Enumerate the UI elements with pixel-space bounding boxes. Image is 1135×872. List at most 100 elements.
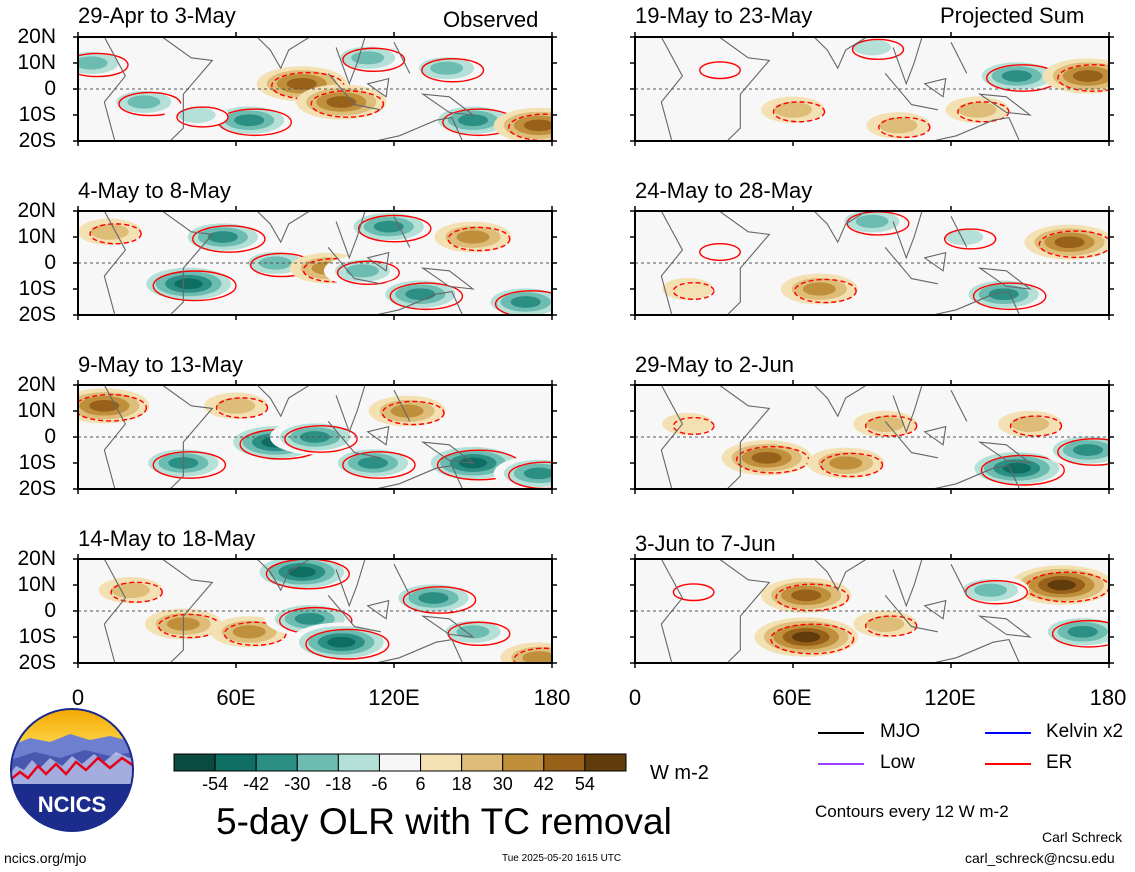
er-contour: [878, 116, 931, 139]
y-tick-label: 10S: [18, 625, 56, 648]
anomaly-blob: [523, 119, 552, 132]
anomaly-blob: [791, 589, 822, 602]
x-tick-right-0: 0: [628, 685, 642, 710]
legend-line-kelvin: [985, 732, 1031, 734]
anomaly-blob: [866, 416, 905, 432]
er-contour: [513, 647, 552, 663]
anomaly-blob: [958, 101, 997, 118]
anomaly-blob: [287, 566, 316, 578]
anomaly-blob: [662, 579, 713, 602]
panel-title-2: 4-May to 8-May: [78, 178, 231, 203]
er-contour: [78, 393, 148, 422]
panel-title-1: 29-Apr to 3-May: [78, 3, 236, 28]
colorbar-swatch: [584, 753, 627, 772]
anomaly-blob: [286, 77, 317, 90]
anomaly-blob: [1001, 70, 1032, 82]
er-contour: [78, 52, 129, 78]
main-title: 5-day OLR with TC removal: [216, 801, 672, 842]
panel-title-7: 29-May to 2-Jun: [635, 352, 794, 377]
anomaly-blob: [974, 583, 1007, 597]
anomaly-blob: [510, 296, 541, 308]
anomaly-blob: [111, 582, 150, 599]
y-tick-label: 20S: [18, 303, 56, 326]
colorbar-swatch: [255, 753, 298, 772]
anomaly-blob: [1002, 462, 1031, 474]
er-contour: [699, 61, 741, 80]
legend-label-kelvin: Kelvin x2: [1046, 721, 1124, 742]
er-contour: [1051, 619, 1109, 648]
anomaly-blob: [207, 231, 238, 243]
anomaly-blob: [326, 96, 357, 108]
er-contour: [494, 290, 552, 315]
anomaly-blob: [1047, 579, 1076, 591]
anomaly-blob: [879, 117, 918, 134]
x-tick-right-120e: 120E: [924, 685, 976, 710]
anomaly-blob: [373, 220, 404, 233]
x-tick-left-120e: 120E: [368, 685, 420, 710]
anomaly-blob: [523, 467, 552, 480]
er-contour: [310, 90, 385, 118]
anomaly-blob: [430, 61, 464, 75]
anomaly-blob: [327, 636, 356, 648]
colorbar-tick-label: -30: [284, 774, 311, 794]
colorbar-swatch: [173, 753, 216, 772]
site-url: ncics.org/mjo: [4, 850, 87, 866]
anomaly-blob: [1072, 444, 1103, 456]
panel-4: [73, 554, 557, 668]
er-contour: [864, 415, 918, 437]
anomaly-blob: [177, 107, 216, 123]
y-tick-label: 0: [44, 599, 56, 622]
y-tick-label: 20S: [18, 477, 56, 500]
author: Carl Schreck: [1042, 829, 1123, 845]
y-tick-label: 0: [44, 425, 56, 448]
anomaly-blob: [852, 39, 892, 56]
colorbar-tick-label: 42: [533, 774, 554, 794]
colorbar-tick-label: -54: [202, 774, 229, 794]
er-contour: [110, 581, 163, 603]
colorbar-swatch: [337, 753, 380, 772]
y-tick-label: 10S: [18, 277, 56, 300]
panel-title-4: 14-May to 18-May: [78, 526, 256, 551]
y-tick-label: 10N: [17, 51, 56, 74]
anomaly-blob: [418, 592, 449, 604]
anomaly-blob: [216, 397, 256, 414]
er-contour: [772, 101, 826, 123]
er-contour: [305, 628, 390, 660]
anomaly-blob: [232, 625, 266, 639]
x-tick-right-60e: 60E: [772, 685, 812, 710]
anomaly-blob: [751, 451, 782, 464]
panel-title-6: 24-May to 28-May: [635, 178, 813, 203]
anomaly-blob: [78, 56, 108, 70]
colorbar-swatch: [543, 753, 586, 772]
y-tick-label: 20N: [17, 373, 56, 396]
er-contour: [447, 226, 511, 252]
anomaly-blob: [174, 278, 203, 290]
er-contour: [284, 425, 358, 453]
anomaly-blob: [405, 288, 436, 301]
anomaly-blob: [351, 51, 385, 65]
er-contour: [1038, 230, 1109, 259]
anomaly-blob: [773, 101, 813, 118]
legend-label-er: ER: [1046, 752, 1073, 773]
anomaly-blob: [1054, 236, 1085, 249]
anomaly-blob: [234, 114, 265, 127]
panel-3: [73, 380, 557, 494]
er-contour: [152, 270, 237, 302]
colorbar-tick-label: -42: [243, 774, 270, 794]
y-tick-label: 10N: [17, 225, 56, 248]
er-contour: [699, 242, 741, 262]
legend-line-mjo: [818, 732, 864, 734]
anomaly-blob: [456, 230, 490, 244]
observed-label: Observed: [443, 7, 539, 32]
legend-label-low: Low: [880, 752, 915, 773]
anomaly-blob: [259, 256, 292, 270]
er-contour: [402, 586, 477, 614]
y-tick-label: 20S: [18, 651, 56, 674]
er-contour: [775, 583, 849, 612]
er-contour: [176, 106, 229, 128]
er-contour: [336, 260, 400, 286]
colorbar-tick-label: 6: [415, 774, 426, 794]
panel-6: [630, 206, 1114, 320]
anomaly-blob: [457, 114, 489, 127]
er-contour: [851, 38, 905, 61]
